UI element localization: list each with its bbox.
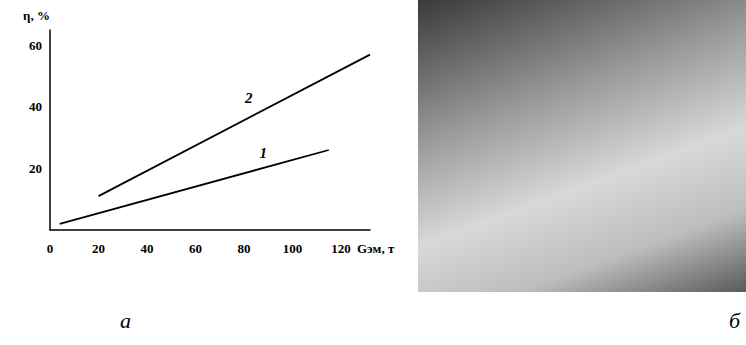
svg-text:80: 80 bbox=[237, 241, 250, 256]
svg-text:60: 60 bbox=[189, 241, 202, 256]
html-text:а: а bbox=[120, 308, 131, 333]
svg-text:η, %: η, % bbox=[23, 8, 50, 23]
svg-text:0: 0 bbox=[47, 241, 54, 256]
svg-text:2: 2 bbox=[244, 90, 253, 106]
svg-text:Gэм, т: Gэм, т bbox=[357, 241, 395, 256]
svg-text:20: 20 bbox=[92, 241, 105, 256]
svg-text:40: 40 bbox=[29, 99, 42, 114]
html-text:б: б bbox=[728, 308, 740, 333]
svg-text:40: 40 bbox=[140, 241, 153, 256]
svg-text:120: 120 bbox=[331, 241, 351, 256]
svg-text:20: 20 bbox=[29, 161, 42, 176]
svg-text:1: 1 bbox=[260, 145, 268, 161]
svg-text:100: 100 bbox=[283, 241, 303, 256]
svg-text:60: 60 bbox=[29, 38, 42, 53]
